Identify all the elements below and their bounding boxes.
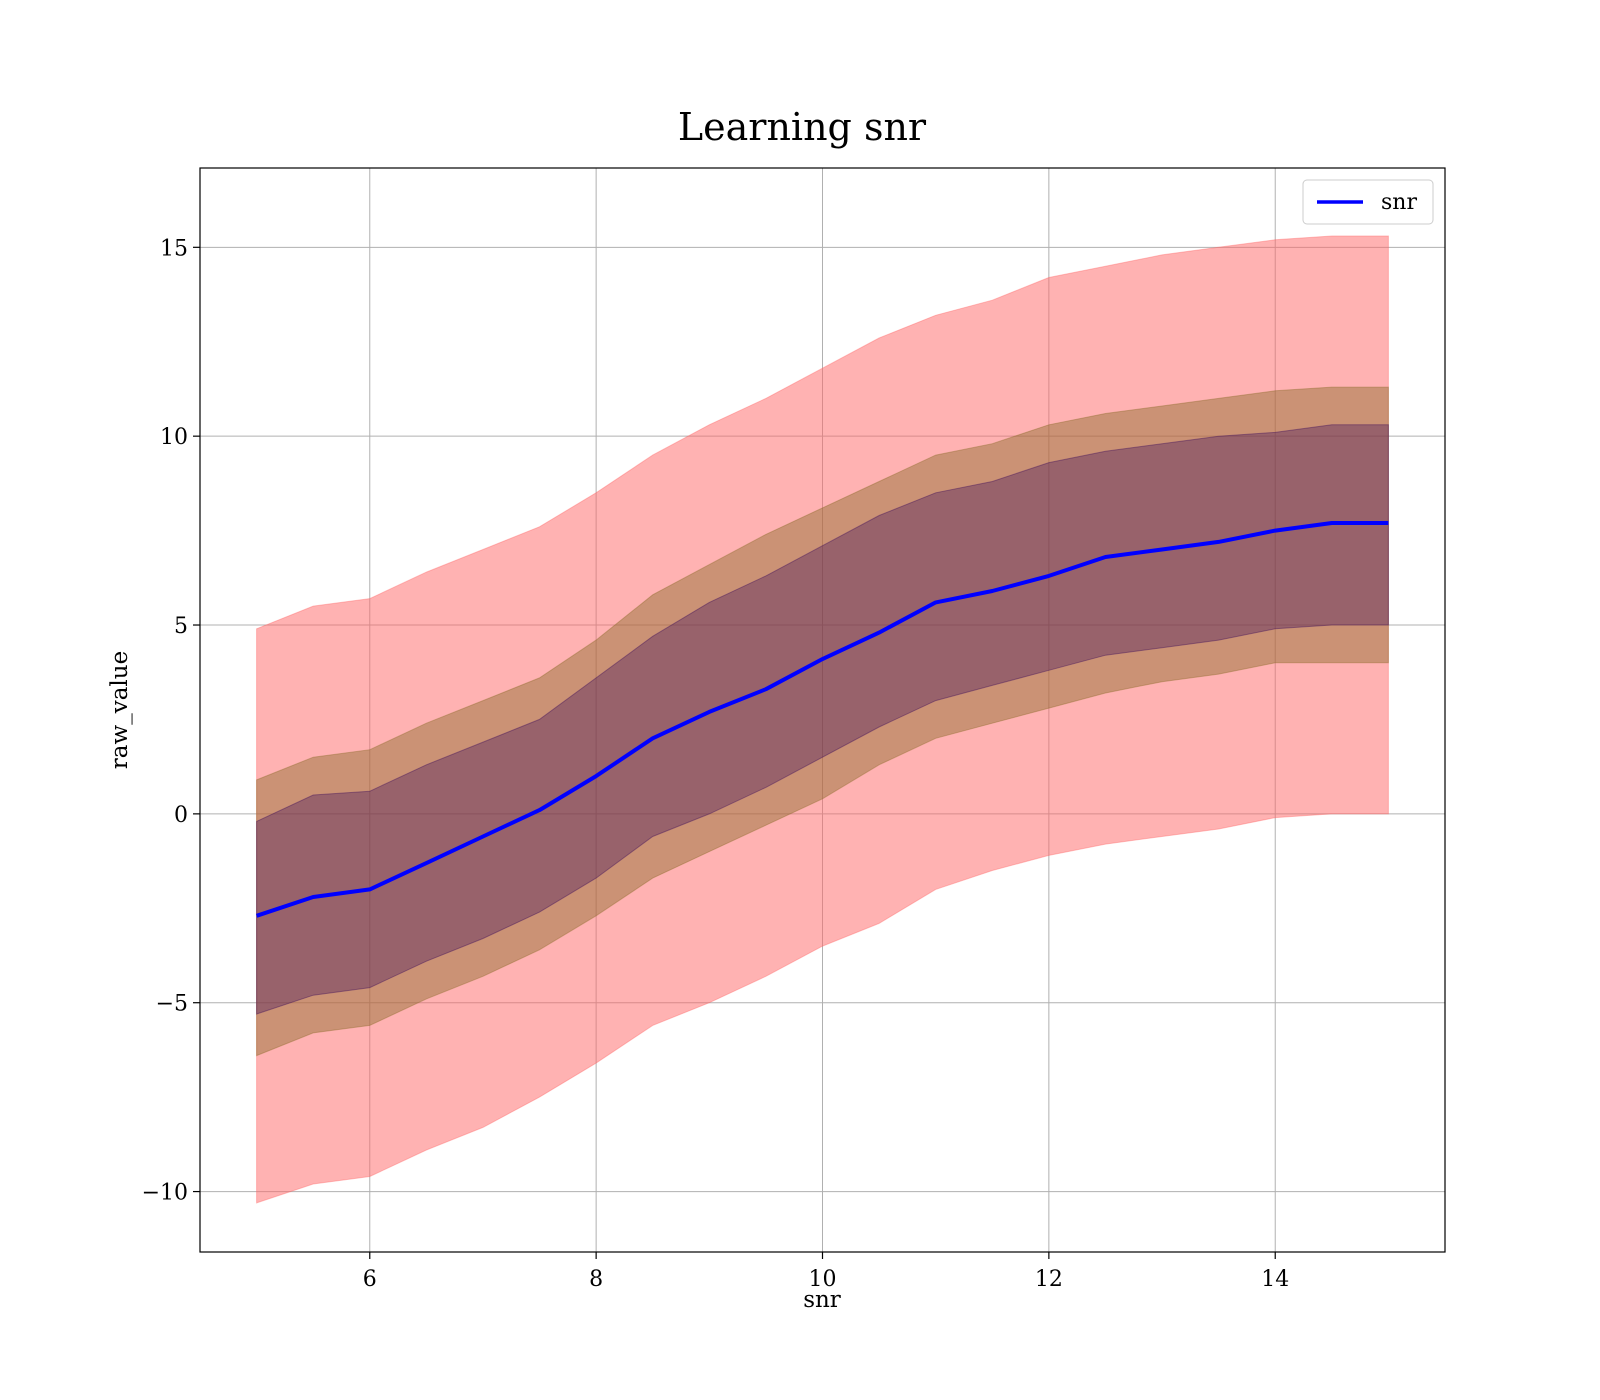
y-tick-label: −10 <box>142 1181 188 1206</box>
x-tick-label: 14 <box>1261 1267 1289 1292</box>
band-1 <box>256 386 1389 1057</box>
y-tick-label: 15 <box>160 236 188 261</box>
legend-box <box>1302 179 1434 225</box>
legend: snr <box>1302 179 1434 225</box>
band-2 <box>256 424 1389 1015</box>
legend-label-snr: snr <box>1381 190 1417 215</box>
x-axis-label: snr <box>803 1287 841 1313</box>
series-lines <box>255 521 1389 918</box>
x-tick-label: 6 <box>363 1267 377 1292</box>
chart-title: Learning snr <box>678 105 927 149</box>
y-axis-label: raw_value <box>107 651 133 769</box>
x-tick-label: 10 <box>809 1267 837 1292</box>
band-0 <box>256 235 1389 1204</box>
x-tick-label: 8 <box>589 1267 603 1292</box>
series-line-0 <box>255 521 1389 918</box>
y-tick-label: 10 <box>160 425 188 450</box>
confidence-bands <box>256 235 1389 1204</box>
y-tick-label: 0 <box>174 803 188 828</box>
x-tick-label: 12 <box>1035 1267 1063 1292</box>
y-ticks: −10 −5 0 5 10 15 <box>142 236 200 1206</box>
y-tick-label: 5 <box>174 614 188 639</box>
y-tick-label: −5 <box>156 992 188 1017</box>
x-ticks: 6 8 10 12 14 <box>363 1252 1289 1292</box>
